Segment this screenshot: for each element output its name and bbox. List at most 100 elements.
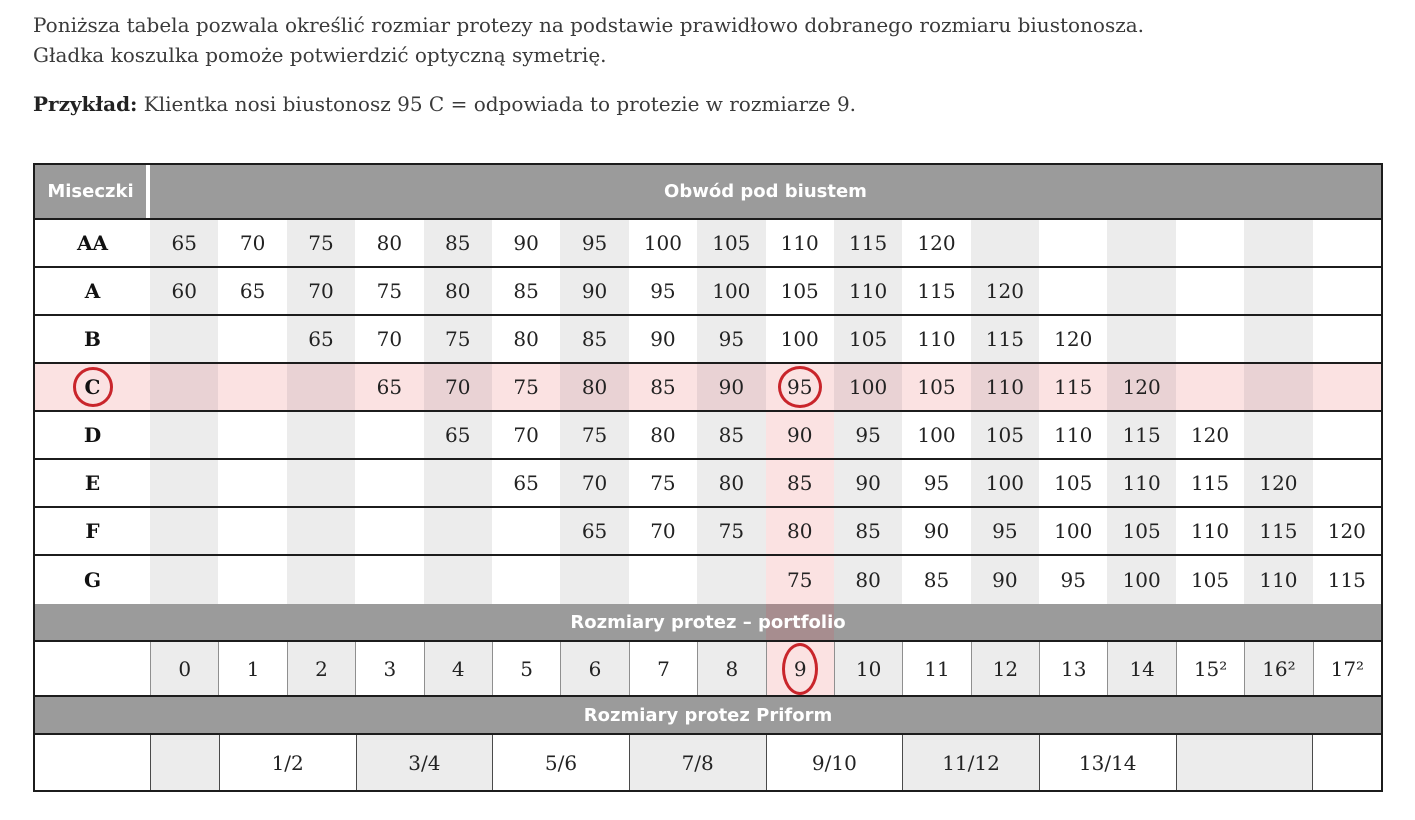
bust-cell: 100: [970, 460, 1040, 506]
portfolio-size-cell: 1: [218, 642, 286, 695]
bust-cell: 115: [1190, 471, 1230, 495]
cup-label-b: B: [35, 316, 150, 362]
bust-cell: 105: [902, 364, 971, 410]
bust-cell: 95: [1060, 568, 1086, 592]
portfolio-size-cell: 17²: [1312, 642, 1381, 695]
priform-band-label: Rozmiary protez Priform: [583, 704, 833, 726]
bust-cell: [355, 460, 423, 506]
bust-cell: 70: [423, 364, 492, 410]
bust-cell: [1039, 220, 1107, 266]
cup-label-c: C: [35, 364, 150, 410]
bust-cell: [1312, 364, 1382, 410]
bust-cell: [1244, 316, 1313, 362]
bust-cell: 100: [917, 423, 956, 447]
bust-cell: [492, 556, 560, 604]
bust-cell: 70: [376, 327, 403, 351]
bust-cell: 95: [560, 220, 629, 266]
bust-cell: [423, 556, 492, 604]
bust-cell: 85: [560, 316, 629, 362]
cup-letter-text: E: [84, 471, 101, 495]
bust-cell: 95: [650, 279, 676, 303]
bust-cell: [1244, 364, 1313, 410]
portfolio-size-cell: 15²: [1175, 642, 1244, 695]
bust-cell: 70: [286, 268, 356, 314]
bust-cell: 90: [560, 268, 629, 314]
portfolio-size-cell: 5: [491, 642, 560, 695]
bust-cell: 100: [1107, 556, 1176, 604]
bust-cell: [423, 460, 492, 506]
bust-cell: 100: [780, 327, 819, 351]
bust-cell: 65: [560, 508, 629, 554]
bust-cell: [150, 556, 219, 604]
bust-cell: 65: [286, 316, 356, 362]
bust-cell: 80: [833, 556, 903, 604]
bust-cell: 85: [423, 220, 492, 266]
portfolio-size-cell: 16²: [1244, 642, 1313, 695]
bust-cell: [286, 556, 356, 604]
cup-letter-text: D: [83, 423, 102, 447]
bust-cell: 100: [1054, 519, 1093, 543]
bust-cell: 100: [833, 364, 903, 410]
bust-cell: [286, 460, 356, 506]
bust-cell: 110: [780, 231, 819, 255]
bust-cell: 85: [833, 508, 903, 554]
bust-cell: [218, 412, 286, 458]
bust-cell: 100: [643, 231, 683, 255]
bust-cell: [286, 364, 356, 410]
bust-cell: 120: [1244, 460, 1313, 506]
bust-cell: 75: [423, 316, 492, 362]
bust-cell: [218, 460, 286, 506]
cup-row-a: A 60 65 70 75 80 85 90 95 100 105 110 115 120: [35, 268, 1381, 316]
bust-cell: 90: [923, 519, 950, 543]
portfolio-size-cell: 9: [765, 642, 834, 695]
bust-cell: [1313, 460, 1381, 506]
bust-cell: [150, 460, 219, 506]
portfolio-band-column-highlight: [765, 604, 834, 640]
bust-cell: 65: [513, 471, 539, 495]
cup-letter-text: B: [84, 327, 101, 351]
bust-cell: [1313, 316, 1381, 362]
portfolio-size-cell: 7: [628, 642, 697, 695]
bust-cell: 95: [765, 364, 834, 410]
bust-cell: 115: [1107, 412, 1176, 458]
bust-cell: 95: [923, 471, 950, 495]
bust-cell: 70: [513, 423, 539, 447]
portfolio-size-row: 0 1 2 3 4 5 6 7 8 9 10 11 12 13 14 15² 16² 17²: [35, 642, 1381, 697]
portfolio-size-cell: 0: [150, 642, 219, 695]
cup-rows-container: AA 65 70 75 80 85 90 95 100 105 110 115 120 A 60 65 70 75…: [35, 220, 1382, 604]
bust-cell: [1107, 316, 1176, 362]
underbust-band-header: Obwód pod biustem: [664, 181, 867, 202]
bust-cell: [218, 508, 286, 554]
bust-cell: [1175, 364, 1245, 410]
red-circle-size-value: [782, 642, 819, 695]
bust-cell: [629, 556, 697, 604]
bust-cell: 65: [239, 279, 266, 303]
cup-label-d: D: [35, 412, 150, 458]
cup-row-aa: AA 65 70 75 80 85 90 95 100 105 110 115 120: [35, 220, 1381, 268]
bust-cell: [1313, 268, 1381, 314]
bust-cell: 110: [1244, 556, 1313, 604]
bust-cell: [970, 220, 1040, 266]
bust-cell: 80: [697, 460, 766, 506]
cup-label-e: E: [35, 460, 150, 506]
cup-row-c: C 65 70 75 80 85 90 95 100 105 110 115 120: [35, 364, 1382, 412]
bust-cell: 65: [355, 364, 424, 410]
bust-cell: 105: [1054, 471, 1093, 495]
bust-cell: 75: [376, 279, 403, 303]
bust-cell: 120: [1107, 364, 1176, 410]
bust-cell: 115: [833, 220, 903, 266]
cup-label-a: A: [35, 268, 150, 314]
bust-cell: 85: [697, 412, 766, 458]
bust-cell: 75: [286, 220, 356, 266]
portfolio-size-cell: 14: [1107, 642, 1176, 695]
cup-row-d: D 65 70 75 80 85 90 95 100 105 110 115 120: [35, 412, 1381, 460]
bust-cell: [218, 316, 286, 362]
cup-row-f: F 65 70 75 80 85 90 95 100 105 110 115 120: [35, 508, 1381, 556]
bust-cell: [1176, 316, 1244, 362]
bust-cell: [560, 556, 629, 604]
bust-cell: 80: [765, 508, 834, 554]
cup-row-g: G 75 80 85 90 95 100 105 110 115: [35, 556, 1381, 604]
size-row-empty-label: [35, 642, 150, 695]
example-text: Klientka nosi biustonosz 95 C = odpowiad…: [137, 92, 857, 116]
priform-size-cell: 11/12: [902, 735, 1039, 790]
